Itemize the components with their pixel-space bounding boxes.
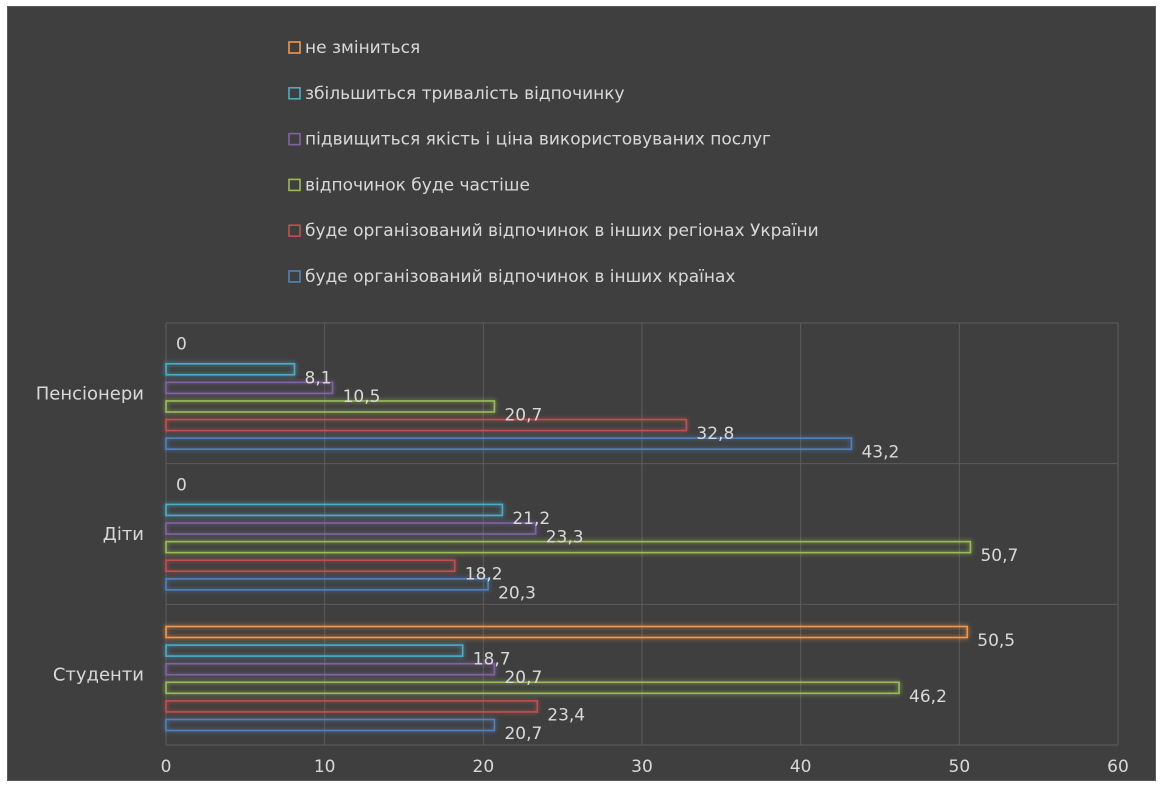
bar — [165, 700, 539, 713]
bar — [165, 718, 496, 732]
data-label: 0 — [176, 335, 187, 355]
data-label: 20,7 — [504, 724, 542, 744]
legend-swatch — [288, 178, 301, 192]
data-label: 43,2 — [861, 443, 899, 463]
bar — [165, 681, 900, 695]
x-tick-label: 10 — [314, 757, 336, 777]
data-label: 23,3 — [546, 528, 584, 548]
data-label: 21,2 — [512, 509, 550, 529]
bar — [165, 644, 464, 657]
x-tick-label: 30 — [631, 757, 653, 777]
legend-swatch — [288, 224, 301, 237]
data-label: 50,7 — [980, 546, 1018, 566]
x-tick-label: 0 — [161, 757, 172, 777]
legend-entry: буде організований відпочинок в інших кр… — [305, 267, 735, 287]
legend-entry: відпочинок буде частіше — [305, 175, 530, 195]
bar — [165, 381, 334, 395]
data-label: 18,2 — [465, 565, 503, 585]
x-tick-label: 40 — [790, 757, 812, 777]
bar — [165, 625, 969, 639]
bar — [165, 400, 496, 413]
legend-entry: збільшиться тривалість відпочинку — [305, 84, 625, 104]
legend-swatch — [288, 270, 301, 283]
bar — [165, 559, 456, 573]
data-label: 50,5 — [977, 631, 1015, 651]
category-label: Студенти — [53, 665, 144, 686]
data-label: 20,7 — [504, 668, 542, 688]
legend-swatch — [288, 132, 301, 146]
data-label: 46,2 — [909, 687, 947, 707]
data-label: 20,7 — [504, 405, 542, 425]
bar — [165, 540, 972, 554]
legend-swatch — [288, 87, 301, 100]
data-label: 32,8 — [696, 424, 734, 444]
data-label: 8,1 — [305, 368, 332, 388]
data-label: 0 — [176, 475, 187, 495]
bar — [165, 418, 688, 432]
category-label: Діти — [103, 524, 144, 545]
x-tick-label: 50 — [949, 757, 971, 777]
data-label: 20,3 — [498, 583, 536, 603]
bar — [165, 522, 537, 535]
bar — [165, 503, 504, 517]
legend-entry: не зміниться — [305, 38, 420, 58]
bar — [165, 437, 853, 450]
legend-swatch — [288, 41, 301, 54]
x-tick-label: 60 — [1107, 757, 1129, 777]
bar — [165, 662, 496, 676]
legend-entry: буде організований відпочинок в інших ре… — [305, 221, 819, 241]
bar — [165, 578, 489, 591]
bar — [165, 362, 296, 376]
data-label: 18,7 — [473, 650, 511, 670]
x-tick-label: 20 — [473, 757, 495, 777]
legend-entry: підвищиться якість і ціна використовуван… — [305, 130, 771, 150]
category-label: Пенсіонери — [36, 383, 144, 404]
data-label: 10,5 — [343, 387, 381, 407]
data-label: 23,4 — [547, 705, 585, 725]
